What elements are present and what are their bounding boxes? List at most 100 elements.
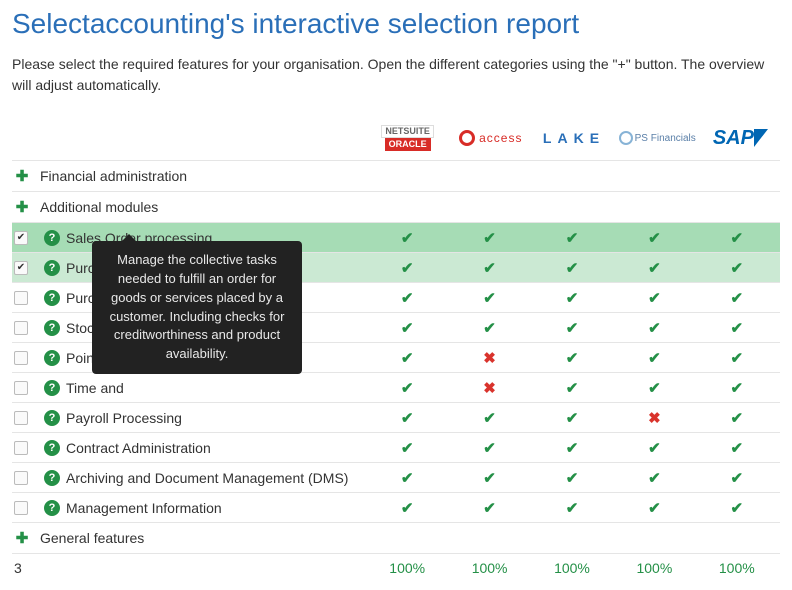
help-icon[interactable]: ? [44,470,60,486]
feature-checkbox[interactable] [14,351,28,365]
help-icon[interactable]: ? [44,440,60,456]
feature-checkbox[interactable] [14,411,28,425]
support-yes-icon: ✔ [531,379,613,397]
match-pct: 100% [366,560,448,576]
support-yes-icon: ✔ [366,319,448,337]
support-yes-icon: ✔ [531,469,613,487]
help-icon[interactable]: ? [44,380,60,396]
feature-checkbox[interactable] [14,471,28,485]
support-yes-icon: ✔ [531,349,613,367]
help-icon[interactable]: ? [44,290,60,306]
category-label: General features [40,530,144,546]
feature-text: Management Information [66,500,222,516]
support-yes-icon: ✔ [366,469,448,487]
vendor-logo-access[interactable]: access [451,120,530,156]
support-yes-icon: ✔ [613,349,695,367]
feature-row: ? Archiving and Document Management (DMS)… [12,463,780,493]
support-yes-icon: ✔ [366,499,448,517]
vendor-logo-ps[interactable]: PS Financials [618,120,697,156]
sap-swoosh-icon [754,129,768,147]
help-icon[interactable]: ? [44,500,60,516]
support-yes-icon: ✔ [613,439,695,457]
category-additional-modules[interactable]: ✚ Additional modules [12,192,780,223]
support-yes-icon: ✔ [448,319,530,337]
support-yes-icon: ✔ [366,409,448,427]
support-yes-icon: ✔ [696,409,778,427]
feature-checkbox[interactable] [14,291,28,305]
support-yes-icon: ✔ [531,409,613,427]
intro-text: Please select the required features for … [12,54,780,96]
category-label: Financial administration [40,168,187,184]
support-yes-icon: ✔ [531,229,613,247]
feature-text: Time and [66,380,124,396]
support-yes-icon: ✔ [696,469,778,487]
support-yes-icon: ✔ [366,349,448,367]
support-yes-icon: ✔ [696,379,778,397]
support-yes-icon: ✔ [366,289,448,307]
category-general-features[interactable]: ✚ General features [12,523,780,554]
feature-checkbox[interactable]: ✔ [14,261,28,275]
support-yes-icon: ✔ [448,439,530,457]
vendor-header: NETSUITEORACLE access LAKE PS Financials… [12,114,780,161]
support-yes-icon: ✔ [696,439,778,457]
feature-checkbox[interactable] [14,441,28,455]
support-yes-icon: ✔ [366,259,448,277]
page-title: Selectaccounting's interactive selection… [12,8,780,40]
support-no-icon: ✖ [448,379,530,397]
support-yes-icon: ✔ [696,259,778,277]
match-pct: 100% [531,560,613,576]
match-pct: 100% [696,560,778,576]
feature-checkbox[interactable] [14,501,28,515]
ps-ring-icon [619,131,633,145]
support-yes-icon: ✔ [448,229,530,247]
feature-text: Payroll Processing [66,410,182,426]
vendor-logo-lake[interactable]: LAKE [534,120,613,156]
feature-label: ? Contract Administration [34,440,366,456]
feature-tooltip: Manage the collective tasks needed to fu… [92,241,302,374]
feature-text: Contract Administration [66,440,211,456]
feature-checkbox[interactable] [14,381,28,395]
support-yes-icon: ✔ [448,259,530,277]
support-yes-icon: ✔ [531,289,613,307]
support-yes-icon: ✔ [366,229,448,247]
feature-text: Archiving and Document Management (DMS) [66,470,348,486]
support-yes-icon: ✔ [613,319,695,337]
expand-icon[interactable]: ✚ [14,529,30,547]
feature-label: ? Management Information [34,500,366,516]
help-icon[interactable]: ? [44,320,60,336]
vendor-logo-sap[interactable]: SAP [701,120,780,156]
category-financial-administration[interactable]: ✚ Financial administration [12,161,780,192]
vendor-logo-netsuite[interactable]: NETSUITEORACLE [368,120,447,156]
feature-row: ?Management Information✔✔✔✔✔ [12,493,780,523]
feature-checkbox[interactable]: ✔ [14,231,28,245]
match-pct: 100% [448,560,530,576]
support-no-icon: ✖ [613,409,695,427]
feature-label: ? Payroll Processing [34,410,366,426]
support-yes-icon: ✔ [366,379,448,397]
support-yes-icon: ✔ [448,469,530,487]
support-yes-icon: ✔ [448,289,530,307]
support-yes-icon: ✔ [613,469,695,487]
support-yes-icon: ✔ [366,439,448,457]
support-yes-icon: ✔ [531,499,613,517]
support-yes-icon: ✔ [531,319,613,337]
feature-checkbox[interactable] [14,321,28,335]
selected-count: 3 [14,560,366,576]
support-yes-icon: ✔ [696,349,778,367]
help-icon[interactable]: ? [44,350,60,366]
feature-row: ?Contract Administration✔✔✔✔✔ [12,433,780,463]
help-icon[interactable]: ? [44,410,60,426]
expand-icon[interactable]: ✚ [14,198,30,216]
support-yes-icon: ✔ [531,439,613,457]
help-icon[interactable]: ? [44,260,60,276]
support-yes-icon: ✔ [613,379,695,397]
feature-row: ?Payroll Processing✔✔✔✖✔ [12,403,780,433]
expand-icon[interactable]: ✚ [14,167,30,185]
support-yes-icon: ✔ [448,409,530,427]
help-icon[interactable]: ? [44,230,60,246]
support-yes-icon: ✔ [531,259,613,277]
category-label: Additional modules [40,199,158,215]
support-yes-icon: ✔ [696,289,778,307]
support-yes-icon: ✔ [696,229,778,247]
support-yes-icon: ✔ [696,499,778,517]
